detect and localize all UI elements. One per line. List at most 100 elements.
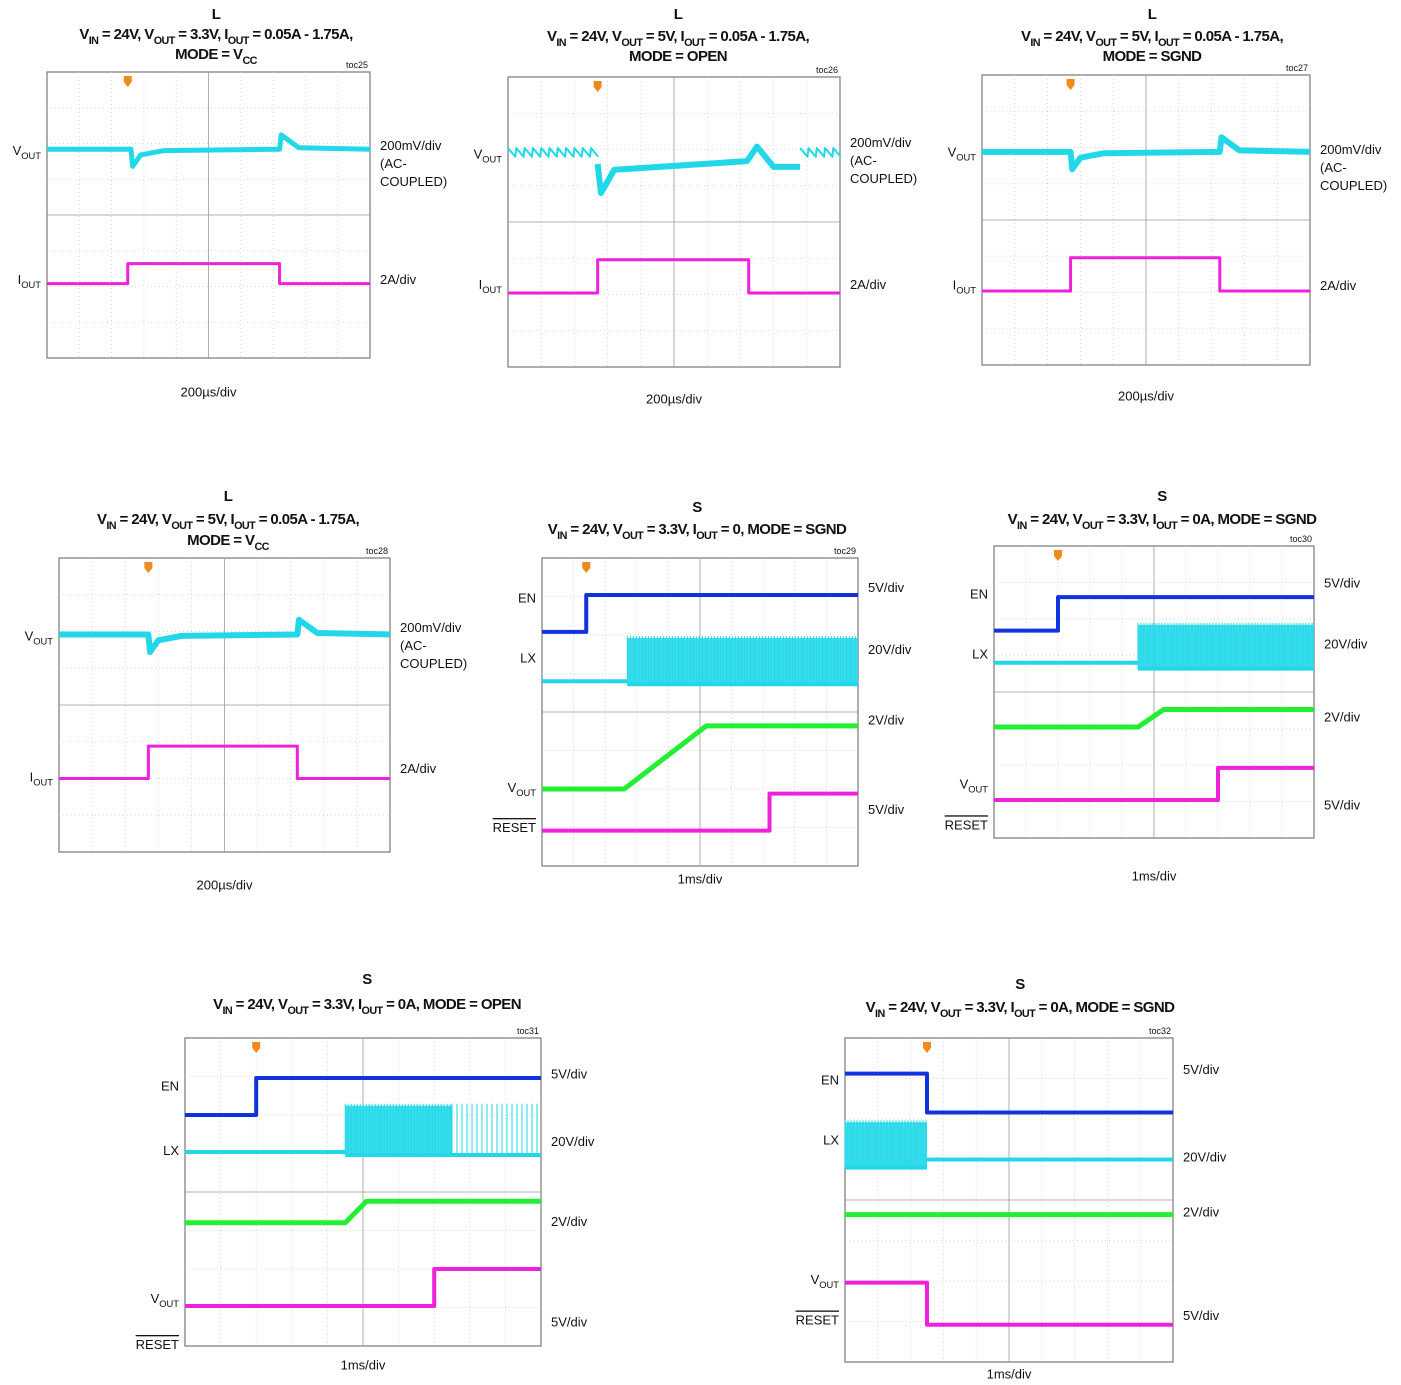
text-part: L (212, 6, 221, 23)
panel-title: S (692, 499, 702, 516)
trace (799, 147, 842, 158)
text-part: EN (821, 1073, 839, 1088)
subscript: CC (242, 55, 257, 67)
text-part: V (960, 777, 969, 792)
subscript: OUT (21, 152, 41, 162)
subscript: OUT (234, 520, 256, 532)
overline-text: RESET (493, 820, 536, 835)
scale-label: 5V/div (1183, 1062, 1220, 1077)
subscript: OUT (516, 788, 536, 798)
panel-title: MODE = OPEN (629, 48, 727, 65)
panel-title: VIN = 24V, VOUT = 5V, IOUT = 0.05A - 1.7… (1021, 28, 1283, 49)
trigger-marker (123, 76, 132, 87)
text-part: = 3.3V, I (308, 996, 362, 1013)
channel-label: RESET (136, 1337, 179, 1352)
channel-label: RESET (796, 1313, 839, 1328)
time-scale: 1ms/div (678, 871, 723, 886)
subscript: OUT (956, 153, 976, 163)
channel-label: IOUT (479, 277, 503, 295)
subscript: IN (875, 1008, 885, 1020)
trace (508, 258, 840, 295)
panel-title: VIN = 24V, VOUT = 3.3V, IOUT = 0, MODE =… (548, 521, 847, 542)
subscript: OUT (1156, 520, 1178, 532)
scale-label: 2V/div (868, 713, 905, 728)
text-part: LX (520, 651, 536, 666)
text-part: MODE = V (175, 46, 243, 63)
toc-label: toc26 (816, 65, 838, 75)
subscript: IN (557, 530, 567, 542)
text-part: = 0A, MODE = SGND (1177, 511, 1317, 528)
subscript: OUT (1014, 1008, 1036, 1020)
channel-label: VOUT (25, 629, 54, 647)
scale-label: 2A/div (1320, 278, 1357, 293)
text-part: = 5V, I (1116, 28, 1158, 45)
text-part: = 5V, I (642, 28, 684, 45)
text-part: V (866, 999, 876, 1016)
text-part: V (948, 145, 957, 160)
channel-label: VOUT (948, 145, 977, 163)
time-scale: 200µs/div (197, 877, 253, 892)
subscript: OUT (154, 35, 176, 47)
text-part: V (1008, 511, 1018, 528)
time-scale: 200µs/div (1118, 388, 1174, 403)
text-part: V (474, 147, 483, 162)
text-part: EN (161, 1079, 179, 1094)
scale-label: 20V/div (868, 642, 912, 657)
text-part: V (13, 144, 22, 159)
panel-title: VIN = 24V, VOUT = 3.3V, IOUT = 0.05A - 1… (79, 26, 353, 47)
scale-label: 200mV/div (1320, 142, 1382, 157)
time-scale: 1ms/div (341, 1357, 386, 1372)
panel-title: L (224, 488, 233, 505)
text-part: S (1157, 488, 1167, 505)
scale-label: 5V/div (868, 580, 905, 595)
subscript: OUT (482, 155, 502, 165)
toc-label: toc29 (834, 546, 856, 556)
trace (185, 1076, 541, 1117)
trace (982, 256, 1310, 293)
subscript: OUT (621, 37, 643, 49)
panel-title: L (1148, 6, 1157, 23)
text-part: = 0.05A - 1.75A, (249, 26, 353, 43)
toc-label: toc25 (346, 60, 368, 70)
trace (982, 134, 1311, 173)
text-part: = 0.05A - 1.75A, (1179, 28, 1283, 45)
scale-label: 5V/div (1324, 797, 1361, 812)
subscript: IN (106, 520, 116, 532)
panel-title: S (1015, 976, 1025, 993)
subscript: OUT (819, 1280, 839, 1290)
panel-title: VIN = 24V, VOUT = 5V, IOUT = 0.05A - 1.7… (97, 511, 359, 532)
channel-label: RESET (945, 818, 988, 833)
channel-label: VOUT (508, 780, 537, 798)
subscript: IN (1017, 520, 1027, 532)
trace (507, 147, 600, 158)
subscript: OUT (159, 1299, 179, 1309)
trace (59, 744, 390, 780)
panel-title: S (1157, 488, 1167, 505)
channel-label: EN (970, 587, 988, 602)
channel-label: VOUT (13, 144, 42, 162)
panel-title: L (212, 6, 221, 23)
scope-panel: L VIN = 24V, VOUT = 3.3V, IOUT = 0.05A - … (13, 6, 448, 399)
toc-label: toc32 (1149, 1026, 1171, 1036)
subscript: OUT (622, 530, 644, 542)
subscript: OUT (1082, 520, 1104, 532)
text-part: V (547, 28, 557, 45)
subscript: OUT (940, 1008, 962, 1020)
text-part: V (97, 511, 107, 528)
subscript: OUT (684, 37, 706, 49)
scale-label: 20V/div (551, 1134, 595, 1149)
coupling-note: (AC- (400, 638, 427, 653)
text-part: V (548, 521, 558, 538)
text-part: LX (972, 647, 988, 662)
subscript: OUT (956, 286, 976, 296)
overline-text: RESET (945, 818, 988, 833)
text-part: V (811, 1272, 820, 1287)
text-part: I (953, 278, 957, 293)
channel-label: IOUT (953, 278, 977, 296)
scale-label: 2V/div (551, 1214, 588, 1229)
text-part: = 0A, MODE = OPEN (383, 996, 521, 1013)
switching-trace (845, 1122, 927, 1168)
text-part: LX (823, 1133, 839, 1148)
text-part: = 24V, V (885, 999, 941, 1016)
